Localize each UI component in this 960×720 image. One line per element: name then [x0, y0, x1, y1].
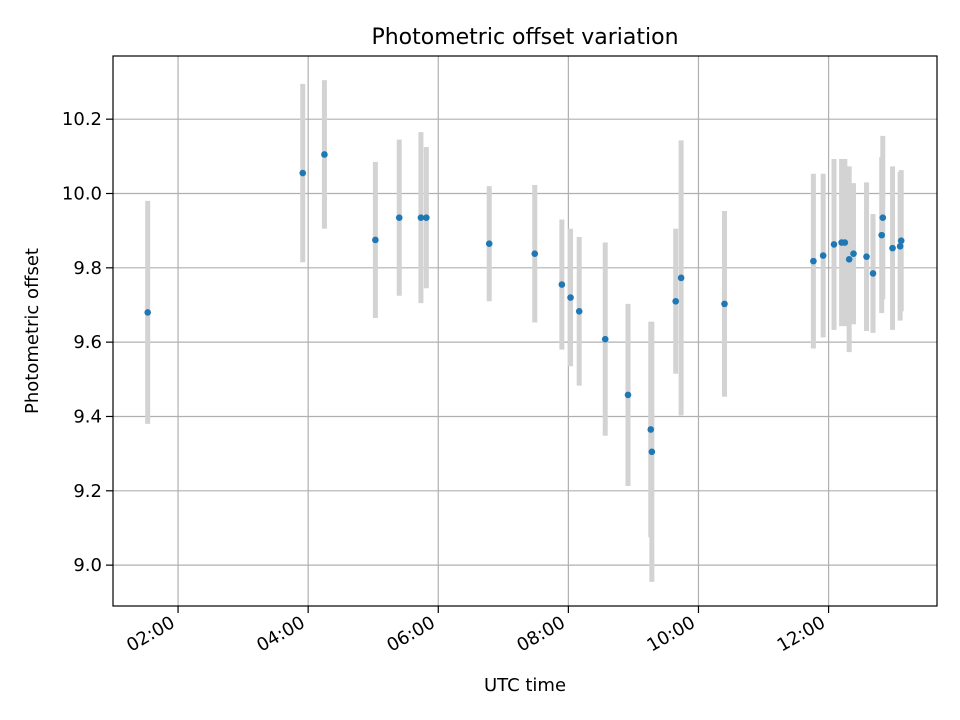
data-point	[878, 231, 886, 239]
data-point	[647, 426, 655, 433]
chart-title: Photometric offset variation	[371, 25, 678, 50]
y-tick-label: 9.0	[73, 555, 102, 576]
data-point	[672, 297, 680, 305]
data-point	[423, 214, 430, 221]
grid-layer	[113, 56, 937, 606]
data-point	[721, 300, 728, 308]
data-point	[889, 244, 896, 252]
y-tick-label: 10.2	[62, 109, 102, 130]
data-point	[677, 274, 685, 282]
data-point	[372, 236, 379, 244]
data-point	[850, 250, 857, 258]
data-point	[601, 335, 609, 343]
data-point	[841, 239, 849, 246]
y-axis: 9.0 9.2 9.4 9.6 9.8 10.0 10.2	[62, 109, 113, 576]
y-tick-label: 9.4	[73, 406, 102, 427]
data-point	[395, 214, 403, 221]
y-axis-label: Photometric offset	[22, 248, 43, 414]
data-point	[485, 240, 493, 247]
data-point	[879, 214, 887, 221]
data-point	[869, 270, 877, 277]
data-point	[531, 250, 539, 258]
data-point	[567, 294, 574, 301]
data-point	[897, 237, 905, 244]
data-point	[863, 253, 870, 260]
data-point	[830, 241, 838, 248]
y-tick-label: 9.8	[73, 258, 102, 279]
plot-area-frame	[112, 55, 938, 607]
data-point	[575, 308, 583, 315]
x-axis-label: UTC time	[484, 675, 566, 696]
data-point	[810, 257, 817, 265]
point-layer	[144, 151, 905, 456]
data-point	[144, 309, 151, 316]
y-tick-label: 9.6	[73, 332, 102, 353]
y-tick-label: 10.0	[62, 184, 102, 205]
data-point	[648, 448, 656, 456]
data-point	[845, 255, 853, 263]
data-point	[819, 252, 827, 259]
data-point	[624, 391, 632, 399]
data-point	[558, 281, 566, 288]
data-point	[299, 169, 307, 177]
y-tick-label: 9.2	[73, 481, 102, 502]
data-point	[321, 151, 328, 158]
data-point	[417, 214, 425, 221]
data-point	[896, 242, 904, 250]
